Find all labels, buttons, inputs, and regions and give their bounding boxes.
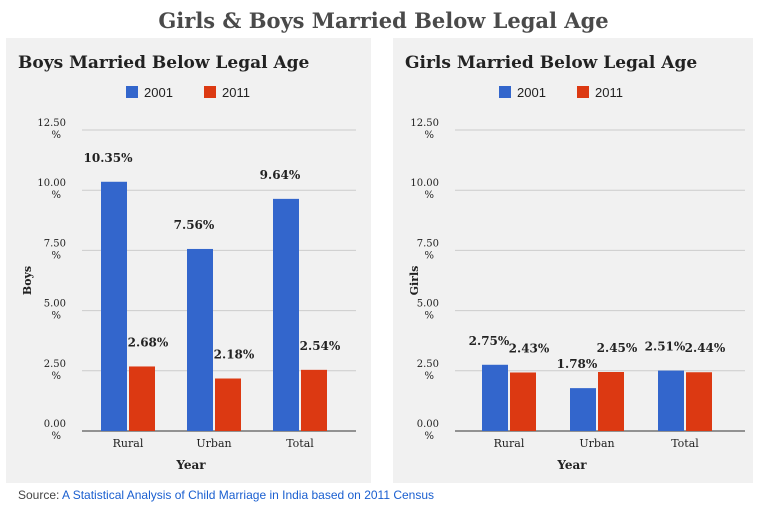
boys-ytick-label: 0.00 [44, 419, 66, 430]
girls-ytick-unit: % [424, 371, 434, 382]
girls-legend-label-2011: 2011 [595, 85, 623, 100]
girls-ytick-label: 12.50 [410, 118, 439, 129]
boys-ytick-unit: % [51, 250, 61, 261]
boys-bar-rural-2011 [129, 366, 155, 431]
girls-chart-title: Girls Married Below Legal Age [405, 53, 697, 73]
girls-y-axis-label: Girls [408, 266, 421, 296]
girls-bar-rural-2001 [482, 364, 508, 431]
girls-data-label-total-2001: 2.51% [645, 340, 686, 354]
boys-ytick-unit: % [51, 311, 61, 322]
boys-x-axis-label: Year [175, 458, 206, 472]
girls-legend-label-2001: 2001 [517, 85, 546, 100]
girls-legend-swatch-2001 [499, 86, 511, 98]
boys-bar-urban-2001 [187, 248, 213, 431]
girls-ytick-label: 2.50 [417, 359, 439, 370]
girls-ytick-label: 10.00 [410, 178, 439, 189]
boys-data-label-urban-2001: 7.56% [174, 218, 215, 232]
girls-data-label-rural-2001: 2.75% [469, 334, 510, 348]
boys-bar-total-2001 [273, 198, 299, 431]
girls-chart-panel: Girls Married Below Legal Age 2001 2011 0.0… [393, 38, 753, 483]
boys-ytick-label: 2.50 [44, 359, 66, 370]
boys-legend-label-2011: 2011 [222, 85, 250, 100]
girls-ytick-unit: % [424, 250, 434, 261]
boys-data-label-total-2001: 9.64% [260, 168, 301, 182]
boys-chart-title: Boys Married Below Legal Age [18, 53, 310, 73]
boys-data-label-rural-2001: 10.35% [84, 151, 134, 165]
girls-bar-urban-2011 [598, 372, 624, 431]
boys-legend-label-2001: 2001 [144, 85, 173, 100]
boys-chart-panel: Boys Married Below Legal Age 2001 2011 0.00… [6, 38, 371, 483]
source-link[interactable]: A Statistical Analysis of Child Marriage… [62, 488, 435, 502]
girls-bar-total-2001 [658, 370, 684, 431]
girls-xtick-label: Urban [579, 437, 614, 450]
boys-xtick-label: Rural [113, 437, 144, 450]
girls-data-label-total-2011: 2.44% [685, 341, 726, 355]
boys-ytick-label: 12.50 [37, 118, 66, 129]
boys-bar-total-2011 [301, 369, 327, 431]
boys-bar-rural-2001 [101, 181, 127, 431]
source-note: Source: A Statistical Analysis of Child … [18, 488, 434, 502]
girls-data-label-urban-2011: 2.45% [597, 341, 638, 355]
girls-data-label-urban-2001: 1.78% [557, 357, 598, 371]
source-prefix: Source: [18, 488, 63, 502]
boys-ytick-unit: % [51, 371, 61, 382]
girls-ytick-unit: % [424, 190, 434, 201]
boys-ytick-label: 10.00 [37, 178, 66, 189]
girls-ytick-unit: % [424, 431, 434, 442]
boys-xtick-label: Urban [196, 437, 231, 450]
boys-ytick-label: 7.50 [44, 238, 66, 249]
boys-legend-swatch-2011 [204, 86, 216, 98]
boys-ytick-label: 5.00 [44, 299, 66, 310]
girls-bar-rural-2011 [510, 372, 536, 431]
girls-ytick-label: 7.50 [417, 238, 439, 249]
girls-bar-urban-2001 [570, 388, 596, 431]
girls-legend-swatch-2011 [577, 86, 589, 98]
girls-chart: Girls Married Below Legal Age 2001 2011 0.0… [405, 53, 745, 472]
boys-y-axis-label: Boys [21, 266, 34, 295]
girls-xtick-label: Total [671, 437, 699, 450]
girls-data-label-rural-2011: 2.43% [509, 341, 550, 355]
page-title: Girls & Boys Married Below Legal Age [158, 8, 609, 33]
girls-x-axis-label: Year [556, 458, 587, 472]
boys-bar-urban-2011 [215, 378, 241, 431]
boys-data-label-urban-2011: 2.18% [214, 348, 255, 362]
girls-ytick-unit: % [424, 311, 434, 322]
boys-data-label-rural-2011: 2.68% [128, 335, 169, 349]
girls-bar-total-2011 [686, 372, 712, 431]
girls-ytick-label: 5.00 [417, 299, 439, 310]
boys-chart: Boys Married Below Legal Age 2001 2011 0.00… [18, 53, 356, 472]
girls-xtick-label: Rural [494, 437, 525, 450]
girls-ytick-label: 0.00 [417, 419, 439, 430]
boys-legend-swatch-2001 [126, 86, 138, 98]
boys-ytick-unit: % [51, 190, 61, 201]
boys-xtick-label: Total [286, 437, 314, 450]
boys-ytick-unit: % [51, 130, 61, 141]
boys-data-label-total-2011: 2.54% [300, 339, 341, 353]
boys-ytick-unit: % [51, 431, 61, 442]
girls-ytick-unit: % [424, 130, 434, 141]
